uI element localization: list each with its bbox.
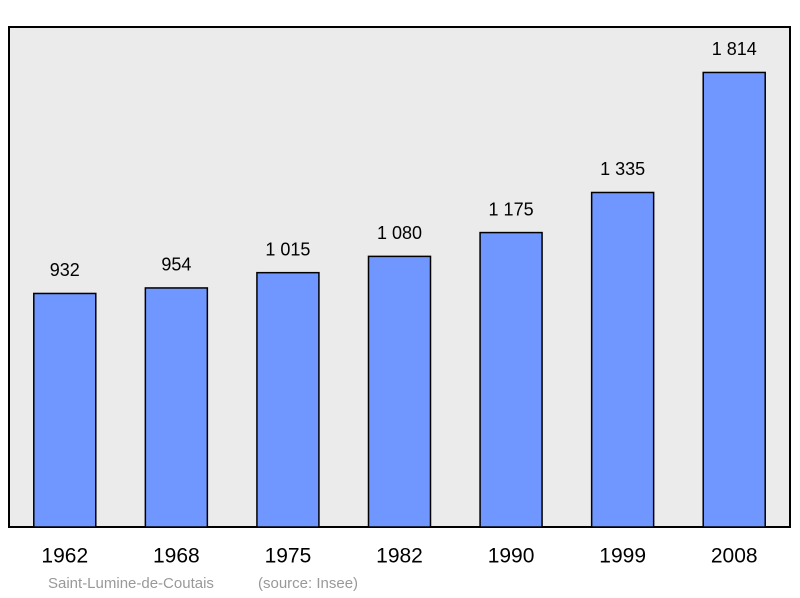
bar bbox=[256, 271, 320, 528]
bar bbox=[33, 292, 97, 528]
bar bbox=[367, 255, 432, 528]
bar bbox=[702, 71, 766, 528]
value-label: 1 080 bbox=[377, 223, 422, 243]
value-label: 1 814 bbox=[712, 39, 757, 59]
x-tick-label: 1968 bbox=[153, 545, 200, 568]
x-tick-label: 1999 bbox=[599, 545, 646, 568]
x-tick-label: 2008 bbox=[711, 545, 758, 568]
x-tick-label: 1975 bbox=[265, 545, 312, 568]
bar bbox=[590, 191, 655, 528]
value-label: 1 015 bbox=[265, 239, 310, 259]
value-label: 1 335 bbox=[600, 159, 645, 179]
value-label: 1 175 bbox=[489, 199, 534, 219]
source: (source: Insee) bbox=[258, 575, 358, 592]
bar bbox=[144, 287, 209, 528]
value-label: 954 bbox=[161, 255, 191, 275]
x-tick-label: 1982 bbox=[376, 545, 423, 568]
x-tick-label: 1990 bbox=[488, 545, 535, 568]
value-label: 932 bbox=[50, 260, 80, 280]
bar bbox=[479, 231, 543, 528]
place-name: Saint-Lumine-de-Coutais bbox=[48, 575, 214, 592]
x-tick-label: 1962 bbox=[41, 545, 88, 568]
